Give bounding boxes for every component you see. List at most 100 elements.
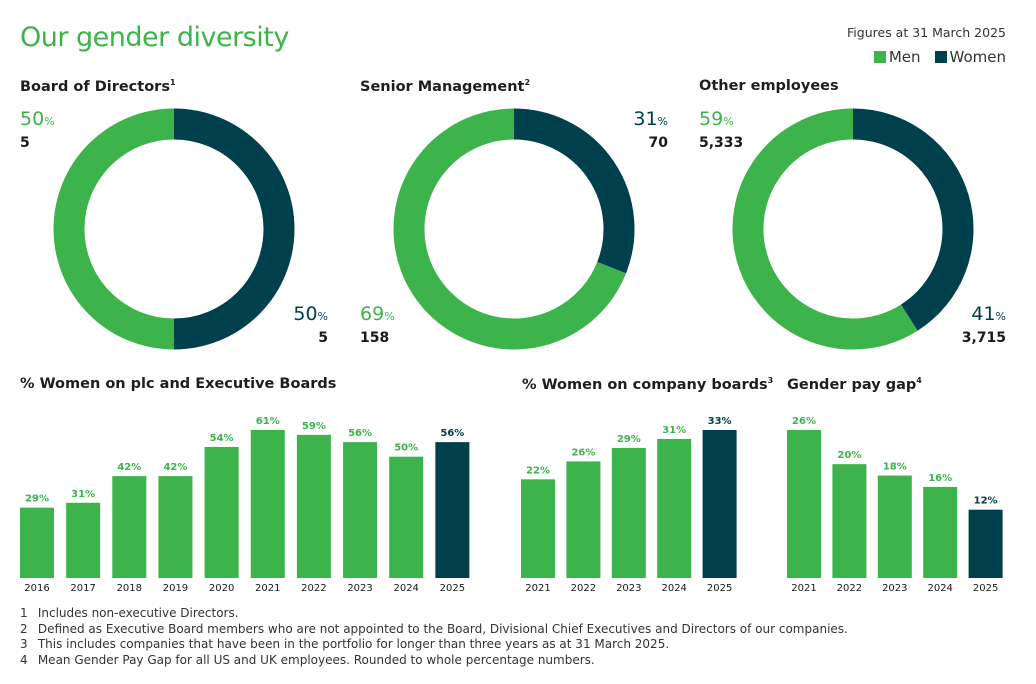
senior-title-text: Senior Management [360,78,525,95]
bar-value-label: 59% [302,421,326,432]
bar-value-label: 22% [526,465,550,476]
x-tick-label: 2025 [707,583,732,594]
legend-item-women: Women [934,48,1006,66]
legend-label-women: Women [949,48,1006,66]
plc-title-text: % Women on plc and Executive Boards [20,376,337,392]
bar-value-label: 29% [617,434,641,445]
donut-slice-women [513,108,635,274]
bar-value-label: 26% [571,447,595,458]
figures-date-note: Figures at 31 March 2025 [847,25,1006,40]
bar-2018 [112,476,147,578]
other-men-stat: 59% 5,333 [699,108,743,153]
legend: Men Women [873,48,1006,66]
bar-2021 [250,430,285,578]
legend-swatch-women [934,51,947,63]
bar-value-label: 42% [163,462,187,473]
other-title-text: Other employees [699,78,839,94]
bar-value-label: 16% [928,473,952,484]
footnote-ref: 3 [767,376,774,385]
donut-slice-men [732,108,918,350]
donut-slice-men [393,108,627,350]
senior-women-count: 70 [648,135,668,151]
company-boards-chart-title: % Women on company boards3 [522,376,773,393]
board-men-count: 5 [20,135,30,151]
bar-value-label: 56% [348,428,372,439]
x-tick-label: 2023 [882,583,907,594]
bar-2024 [389,456,424,578]
x-tick-label: 2016 [24,583,49,594]
board-men-percent: 50% [20,108,55,130]
board-of-directors-title: Board of Directors1 [20,78,176,95]
bar-2016 [20,507,54,578]
bar-value-label: 26% [792,416,816,427]
board-women-count: 5 [318,330,328,346]
senior-men-count: 158 [360,330,390,346]
bar-value-label: 56% [440,428,464,439]
donut-other-employees [732,108,974,350]
legend-label-men: Men [888,48,921,66]
senior-women-percent: 31% [633,108,668,130]
x-tick-label: 2023 [616,583,641,594]
x-tick-label: 2020 [209,583,234,594]
bar-value-label: 42% [117,462,141,473]
donut-slice-men [53,108,175,350]
bar-2022 [566,461,601,578]
bar-value-label: 12% [974,496,998,507]
pay-gap-title-text: Gender pay gap [787,376,917,393]
x-tick-label: 2022 [571,583,596,594]
legend-swatch-men [873,51,886,63]
senior-men-percent: 69% [360,303,395,325]
x-tick-label: 2022 [301,583,326,594]
bar-chart-company-boards: 22% 2021 26% 2022 29% 2023 31% 2024 33% 2025 [521,416,737,594]
x-tick-label: 2021 [525,583,550,594]
x-tick-label: 2022 [837,583,862,594]
donut-senior-management [393,108,635,350]
plc-boards-chart-title: % Women on plc and Executive Boards [20,376,336,392]
bar-2025 [968,509,1003,578]
x-tick-label: 2024 [927,583,952,594]
bar-2025 [435,442,470,578]
bar-2020 [204,446,239,578]
footnote-ref: 1 [169,78,176,87]
company-title-text: % Women on company boards [522,376,768,393]
senior-men-stat: 69% 158 [360,303,395,348]
x-tick-label: 2021 [255,583,280,594]
bar-value-label: 20% [837,450,861,461]
bar-value-label: 18% [883,462,907,473]
donut-board-of-directors [53,108,295,350]
x-tick-label: 2017 [70,583,95,594]
x-tick-label: 2024 [661,583,686,594]
donut-slice-women [173,108,295,350]
bar-value-label: 54% [210,433,234,444]
bar-value-label: 33% [708,416,732,427]
x-tick-label: 2018 [117,583,142,594]
bar-2022 [832,464,867,578]
other-men-count: 5,333 [699,135,744,151]
legend-item-men: Men [873,48,921,66]
bar-value-label: 29% [25,494,49,505]
senior-women-stat: 31% 70 [610,108,668,153]
board-men-stat: 50% 5 [20,108,55,153]
x-tick-label: 2019 [163,583,188,594]
bar-value-label: 50% [394,443,418,454]
donut-slice-women [852,108,974,331]
other-employees-title: Other employees [699,78,839,94]
pay-gap-chart-title: Gender pay gap4 [787,376,922,393]
footnote-2: 2 Defined as Executive Board members who… [20,621,848,636]
bar-2024 [657,438,692,578]
bar-value-label: 31% [71,489,95,500]
other-women-stat: 41% 3,715 [930,303,1006,348]
bar-value-label: 31% [662,425,686,436]
bar-chart-pay-gap: 26% 2021 20% 2022 18% 2023 16% 2024 12% 2025 [787,416,1003,594]
footnote-4: 4 Mean Gender Pay Gap for all US and UK … [20,652,595,667]
bar-2025 [702,430,737,578]
x-tick-label: 2025 [440,583,465,594]
footnote-ref: 2 [524,78,531,87]
bar-2023 [611,447,646,578]
other-women-percent: 41% [971,303,1006,325]
page-title: Our gender diversity [20,22,289,53]
bar-2021 [521,479,555,578]
footnote-3: 3 This includes companies that have been… [20,637,670,651]
footnote-1: 1 Includes non-executive Directors. [20,606,239,620]
board-women-percent: 50% [293,303,328,325]
